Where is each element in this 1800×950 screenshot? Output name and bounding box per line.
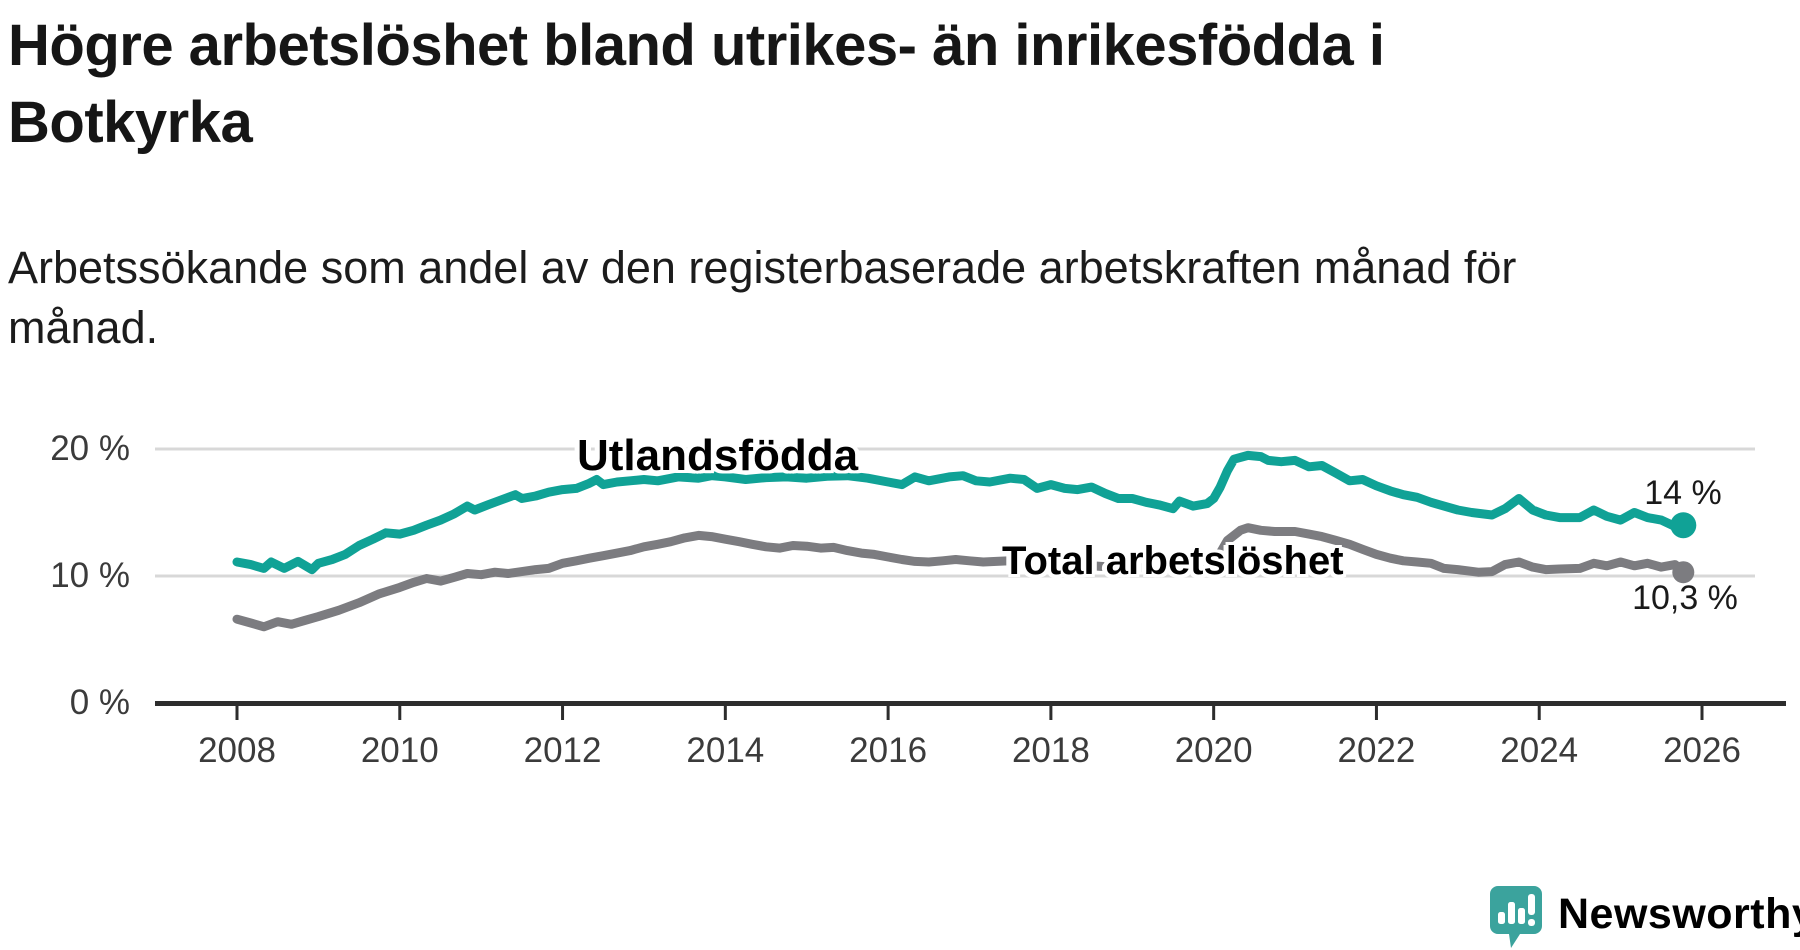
line-total-arbetsloshet [232,523,1688,632]
x-tick-label-2008: 2008 [198,731,276,770]
chart-series [232,450,1697,632]
x-tick-label-2016: 2016 [849,731,928,770]
newsworthy-speech-bubble-chart-icon [1490,886,1542,948]
end-dot-total-arbetsloshet [1672,561,1695,584]
x-tick-label-2024: 2024 [1500,731,1579,770]
end-value-label-total: 10,3 % [1632,579,1738,617]
x-tick-label-2010: 2010 [360,731,439,770]
x-tick-label-2026: 2026 [1663,731,1741,770]
end-dot-utlandsfodda [1670,512,1697,539]
page-title: Högre arbetslöshet bland utrikes- än inr… [8,13,1385,155]
x-tick-label-2022: 2022 [1337,731,1416,770]
newsworthy-logo[interactable]: Newsworthy [1488,884,1800,950]
line-utlandsfodda [232,450,1688,575]
y-tick-label-20: 20 % [50,429,130,468]
y-tick-label-10: 10 % [50,556,130,595]
newsworthy-logo-text: Newsworthy [1558,889,1800,938]
x-axis [155,701,1786,720]
series-label-total-arbetsloshet: Total arbetslöshet [1002,539,1344,583]
x-tick-label-2012: 2012 [523,731,602,770]
page-subtitle: Arbetssökande som andel av den registerb… [8,242,1517,353]
end-value-label-utlandsfodda: 14 % [1644,474,1722,512]
x-tick-label-2014: 2014 [686,731,765,770]
series-label-utlandsfodda: Utlandsfödda [577,431,859,480]
x-tick-label-2020: 2020 [1174,731,1253,770]
y-tick-label-0: 0 % [69,683,130,722]
x-tick-label-2018: 2018 [1011,731,1090,770]
